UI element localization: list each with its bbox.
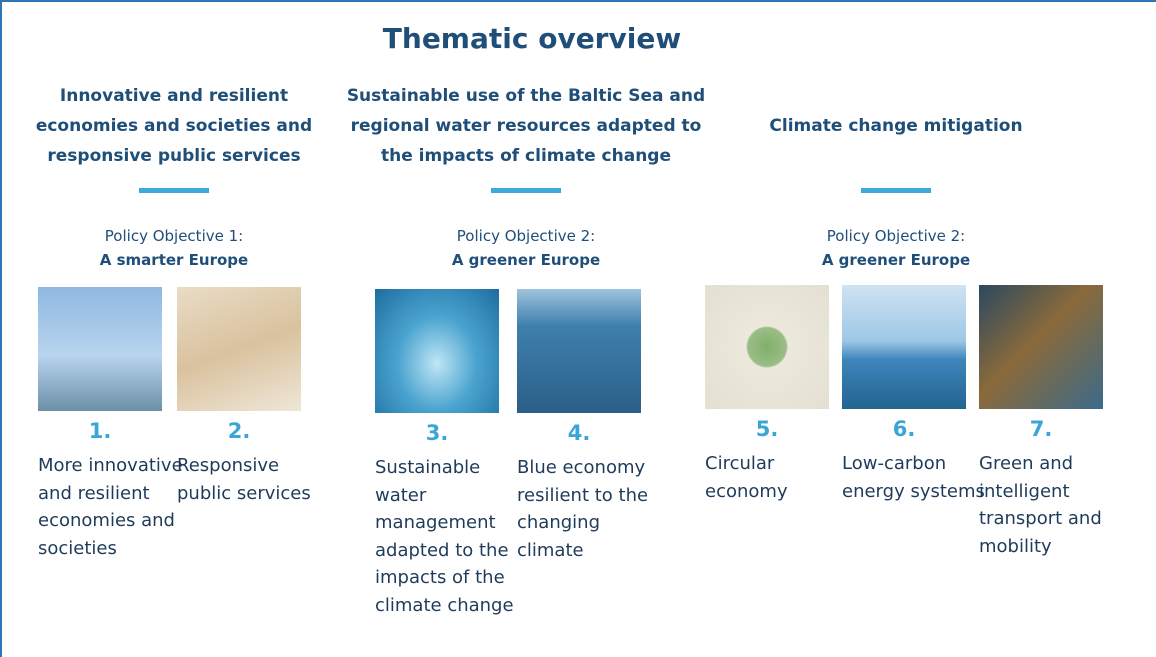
theme-image — [705, 285, 829, 409]
theme-number: 7. — [979, 417, 1103, 441]
theme-label: More innovative and resilient economies … — [38, 452, 188, 562]
column-heading: Innovative and resilient economies and s… — [29, 80, 319, 172]
theme-number: 4. — [517, 421, 641, 445]
theme-number: 5. — [705, 417, 829, 441]
policy-objective: Policy Objective 1: A smarter Europe — [44, 224, 304, 272]
objective-number: Policy Objective 2: — [396, 224, 656, 248]
theme-image — [517, 289, 641, 413]
theme-number: 6. — [842, 417, 966, 441]
theme-image — [375, 289, 499, 413]
objective-name: A greener Europe — [452, 251, 600, 269]
divider-bar — [861, 188, 931, 193]
policy-objective: Policy Objective 2: A greener Europe — [766, 224, 1026, 272]
objective-name: A greener Europe — [822, 251, 970, 269]
objective-number: Policy Objective 1: — [44, 224, 304, 248]
theme-image — [38, 287, 162, 411]
theme-image — [177, 287, 301, 411]
theme-number: 3. — [375, 421, 499, 445]
column-heading: Climate change mitigation — [746, 80, 1046, 172]
theme-label: Sustainable water management adapted to … — [375, 454, 525, 619]
objective-name: A smarter Europe — [100, 251, 248, 269]
theme-label: Responsive public services — [177, 452, 327, 507]
divider-bar — [491, 188, 561, 193]
divider-bar — [139, 188, 209, 193]
theme-number: 1. — [38, 419, 162, 443]
theme-image — [979, 285, 1103, 409]
slide-title: Thematic overview — [2, 22, 1062, 55]
objective-number: Policy Objective 2: — [766, 224, 1026, 248]
theme-image — [842, 285, 966, 409]
theme-label: Blue economy resilient to the changing c… — [517, 454, 667, 564]
slide: Thematic overview Innovative and resilie… — [0, 0, 1156, 657]
theme-label: Circular economy — [705, 450, 855, 505]
theme-label: Low-carbon energy systems — [842, 450, 992, 505]
theme-label: Green and intelligent transport and mobi… — [979, 450, 1129, 560]
column-heading: Sustainable use of the Baltic Sea and re… — [341, 80, 711, 172]
theme-number: 2. — [177, 419, 301, 443]
policy-objective: Policy Objective 2: A greener Europe — [396, 224, 656, 272]
